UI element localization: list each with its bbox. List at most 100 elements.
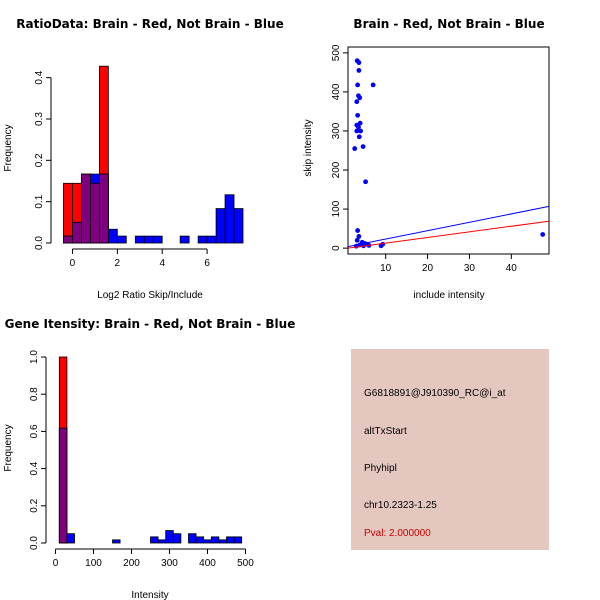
chart2-point <box>378 243 384 249</box>
chart1-bar-overlap <box>98 173 109 244</box>
chart2-point <box>360 144 366 149</box>
chart2-plot: 0 100 200 300 400 500 10 20 30 40 <box>331 44 550 274</box>
chart2-fit-line-blue <box>347 205 550 248</box>
chart2-ylabel: skip intensity <box>303 119 314 176</box>
chart2-point <box>352 146 358 151</box>
chart1-plot: 0.0 0.1 0.2 0.3 0.4 0 2 4 6 <box>34 65 244 269</box>
chart3-y-tick-label: 0.0 <box>29 536 40 550</box>
chart1-bar-overlap <box>81 173 91 244</box>
chart3-x-tick-label: 300 <box>161 558 178 569</box>
chart3-bar-not-brain <box>150 536 159 544</box>
chart2-point <box>356 60 362 66</box>
chart3-x-tick-label: 0 <box>53 558 59 569</box>
chart2-y-tick-label: 300 <box>331 122 342 139</box>
chart1-bar-not-brain <box>134 235 145 244</box>
chart2-point <box>370 82 376 88</box>
chart1-xlabel: Log2 Ratio Skip/Include <box>97 290 203 301</box>
chart3-x-tick-label: 500 <box>237 558 254 569</box>
chart3-x-tick-label: 100 <box>85 558 102 569</box>
chart2-x-tick-label: 20 <box>422 263 434 274</box>
chart1-y-tick-label: 0.4 <box>34 70 45 84</box>
chart2-y-tick-label: 200 <box>331 161 342 178</box>
chart3-y-tick-label: 0.4 <box>29 461 40 475</box>
chart3-bar-not-brain <box>233 536 243 544</box>
chart3-y-tick-label: 1.0 <box>29 350 40 364</box>
chart3-bar-not-brain <box>218 539 227 544</box>
chart2-y-tick-label: 0 <box>331 245 342 251</box>
chart1-bar-brain <box>63 182 73 244</box>
chart2-point <box>356 234 362 239</box>
chart1-x-tick-label: 0 <box>70 258 76 269</box>
chart1-x-tick-label: 2 <box>115 258 121 269</box>
event-type-text: altTxStart <box>364 426 407 437</box>
chart3-bar-not-brain <box>203 539 212 544</box>
chart3-bar-not-brain <box>210 536 220 544</box>
chart2-point <box>354 99 360 105</box>
chart2-point <box>356 68 362 73</box>
chart1-bar-not-brain <box>152 235 163 244</box>
chart3-bar-not-brain <box>66 533 75 544</box>
chart3-x-tick-label: 200 <box>123 558 140 569</box>
chart2-point <box>540 232 546 237</box>
chart3-bar-overlap <box>58 427 68 544</box>
chart2-title: Brain - Red, Not Brain - Blue <box>353 17 544 31</box>
info-panel-background <box>351 349 549 550</box>
chart3-x-tick-label: 400 <box>199 558 216 569</box>
chart3-title: Gene Itensity: Brain - Red, Not Brain - … <box>5 317 296 331</box>
chart3-ylabel: Frequency <box>3 424 14 471</box>
chart3-bar-not-brain <box>195 536 205 544</box>
gene-name-text: Phyhipl <box>364 463 397 474</box>
chart1-bar-not-brain <box>116 235 127 244</box>
chart2-point <box>354 237 360 243</box>
chart2-point <box>357 95 363 101</box>
chart3-bar-not-brain <box>157 539 167 544</box>
chart2-y-tick-label: 500 <box>331 44 342 61</box>
chart2-x-tick-label: 40 <box>506 263 518 274</box>
chart2-xlabel: include intensity <box>413 290 484 301</box>
chart3-y-tick-label: 0.6 <box>29 424 40 438</box>
chart3-y-tick-label: 0.8 <box>29 387 40 401</box>
chart1-y-tick-label: 0.3 <box>34 112 45 126</box>
chart1-bar-not-brain <box>143 235 154 244</box>
chart2-point <box>355 82 361 88</box>
chart1-x-tick-label: 6 <box>204 258 210 269</box>
chart3-bar-not-brain <box>165 530 174 544</box>
pval-text: Pval: 2.000000 <box>364 528 431 539</box>
chart1-bar-not-brain <box>179 235 190 244</box>
chart1-y-tick-label: 0.2 <box>34 153 45 167</box>
chart1-bar-overlap <box>63 235 73 244</box>
chart1-bar-not-brain <box>224 194 235 244</box>
chart1-bar-overlap <box>90 182 100 244</box>
chart2-point <box>358 128 363 134</box>
chart3-y-tick-label: 0.2 <box>29 498 40 512</box>
chart1-bar-not-brain <box>233 208 244 244</box>
chart3-bar-not-brain <box>172 533 182 544</box>
chart3-plot: 0.0 0.2 0.4 0.6 0.8 1.0 0 100 200 300 400 500 <box>29 350 254 569</box>
chart2-point <box>363 179 368 185</box>
chart3-bar-not-brain <box>112 539 121 544</box>
chart2-point <box>355 112 361 118</box>
chart2-point <box>354 128 360 134</box>
chart1-bar-not-brain <box>215 208 226 244</box>
chart1-title: RatioData: Brain - Red, Not Brain - Blue <box>16 17 283 31</box>
probe-id-text: G6818891@J910390_RC@i_at <box>364 388 506 399</box>
chart1-bar-overlap <box>72 221 82 244</box>
chart2-point <box>356 124 361 130</box>
chart2-x-tick-label: 10 <box>380 263 392 274</box>
chart1-x-tick-label: 4 <box>159 258 165 269</box>
chart3-bar-not-brain <box>226 536 235 544</box>
chart3-xlabel: Intensity <box>131 590 168 600</box>
chart1-y-tick-label: 0.1 <box>34 194 45 208</box>
chart1-y-tick-label: 0.0 <box>34 236 45 250</box>
chart1-bar-not-brain <box>197 235 208 244</box>
chart1-bar-not-brain <box>206 235 217 244</box>
location-text: chr10.2323-1.25 <box>364 500 437 511</box>
chart1-bar-not-brain <box>107 228 118 244</box>
chart2-y-tick-label: 100 <box>331 200 342 217</box>
chart1-ylabel: Frequency <box>3 124 14 171</box>
chart2-y-tick-label: 400 <box>331 83 342 100</box>
chart2-point <box>355 228 361 233</box>
chart2-x-tick-label: 30 <box>464 263 476 274</box>
chart3-bar-not-brain <box>188 533 197 544</box>
